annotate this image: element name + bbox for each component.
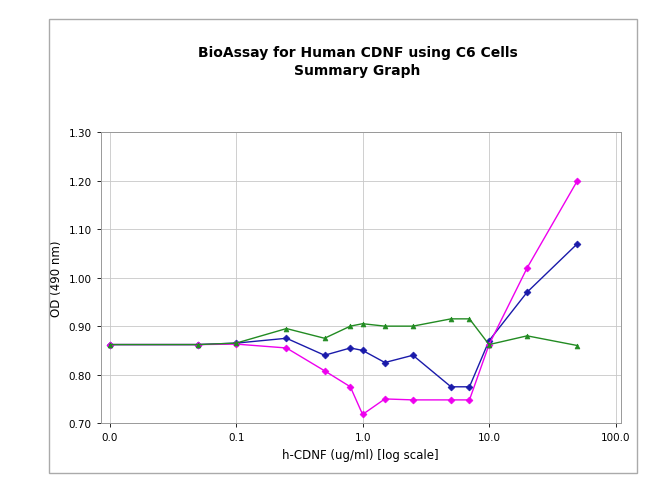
Human CDNF; Competitor [232, 340, 240, 346]
Human CDNF; PeproTech; Cat# 450-05; (used sample) [523, 266, 531, 272]
Human CDNF; Competitor [409, 324, 417, 330]
Human CDNF; PeproTech; Cat# 450-05;(fresh sample) [194, 342, 202, 348]
Human CDNF; PeproTech; Cat# 450-05;(fresh sample) [283, 336, 291, 342]
Human CDNF; PeproTech; Cat# 450-05; (used sample) [346, 384, 354, 390]
Line: Human CDNF; PeproTech; Cat# 450-05;(fresh sample): Human CDNF; PeproTech; Cat# 450-05;(fres… [107, 241, 580, 389]
Human CDNF; PeproTech; Cat# 450-05;(fresh sample) [346, 345, 354, 351]
Human CDNF; PeproTech; Cat# 450-05;(fresh sample) [485, 338, 493, 344]
Human CDNF; PeproTech; Cat# 450-05; (used sample) [381, 396, 389, 402]
Text: Summary Graph: Summary Graph [294, 64, 421, 78]
Human CDNF; Competitor [447, 316, 455, 322]
Human CDNF; PeproTech; Cat# 450-05;(fresh sample) [409, 353, 417, 359]
Human CDNF; Competitor [465, 316, 473, 322]
Human CDNF; PeproTech; Cat# 450-05;(fresh sample) [523, 290, 531, 296]
Human CDNF; Competitor [523, 333, 531, 339]
Human CDNF; Competitor [106, 342, 114, 348]
Human CDNF; PeproTech; Cat# 450-05;(fresh sample) [232, 340, 240, 346]
Human CDNF; PeproTech; Cat# 450-05; (used sample) [106, 342, 114, 348]
Human CDNF; PeproTech; Cat# 450-05;(fresh sample) [465, 384, 473, 390]
Human CDNF; PeproTech; Cat# 450-05;(fresh sample) [381, 360, 389, 366]
Human CDNF; Competitor [194, 342, 202, 348]
Human CDNF; Competitor [485, 342, 493, 348]
Human CDNF; PeproTech; Cat# 450-05;(fresh sample) [359, 348, 367, 354]
Y-axis label: OD (490 nm): OD (490 nm) [50, 240, 63, 316]
Human CDNF; PeproTech; Cat# 450-05;(fresh sample) [573, 241, 581, 247]
Human CDNF; Competitor [381, 324, 389, 330]
Human CDNF; Competitor [359, 321, 367, 327]
Human CDNF; Competitor [283, 326, 291, 332]
Human CDNF; PeproTech; Cat# 450-05; (used sample) [359, 412, 367, 418]
Human CDNF; Competitor [573, 343, 581, 349]
Human CDNF; PeproTech; Cat# 450-05;(fresh sample) [106, 342, 114, 348]
Text: BioAssay for Human CDNF using C6 Cells: BioAssay for Human CDNF using C6 Cells [198, 46, 517, 60]
Human CDNF; PeproTech; Cat# 450-05; (used sample) [320, 368, 328, 374]
Human CDNF; PeproTech; Cat# 450-05; (used sample) [232, 341, 240, 347]
Human CDNF; Competitor [346, 324, 354, 330]
Human CDNF; PeproTech; Cat# 450-05; (used sample) [485, 342, 493, 348]
Human CDNF; PeproTech; Cat# 450-05; (used sample) [447, 397, 455, 403]
Human CDNF; PeproTech; Cat# 450-05;(fresh sample) [320, 353, 328, 359]
Human CDNF; PeproTech; Cat# 450-05; (used sample) [465, 397, 473, 403]
X-axis label: h-CDNF (ug/ml) [log scale]: h-CDNF (ug/ml) [log scale] [283, 448, 439, 461]
Human CDNF; PeproTech; Cat# 450-05; (used sample) [409, 397, 417, 403]
Human CDNF; PeproTech; Cat# 450-05; (used sample) [283, 345, 291, 351]
Human CDNF; PeproTech; Cat# 450-05; (used sample) [194, 342, 202, 348]
Line: Human CDNF; Competitor: Human CDNF; Competitor [107, 317, 580, 348]
Human CDNF; PeproTech; Cat# 450-05; (used sample) [573, 178, 581, 184]
Human CDNF; PeproTech; Cat# 450-05;(fresh sample) [447, 384, 455, 390]
Human CDNF; Competitor [320, 336, 328, 342]
Line: Human CDNF; PeproTech; Cat# 450-05; (used sample): Human CDNF; PeproTech; Cat# 450-05; (use… [107, 179, 580, 417]
